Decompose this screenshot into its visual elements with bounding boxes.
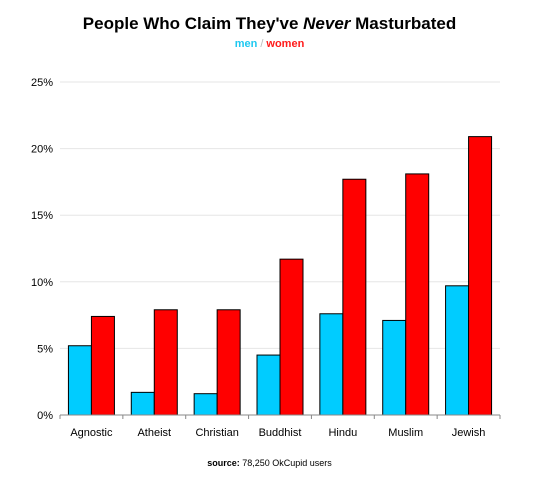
bar-women-agnostic bbox=[90, 315, 115, 416]
legend-women: women bbox=[266, 38, 305, 50]
source-note: source: 78,250 OkCupid users bbox=[0, 458, 539, 468]
x-tick-label: Christian bbox=[195, 427, 238, 439]
title-suffix: Masturbated bbox=[350, 14, 457, 33]
x-tick-label: Buddhist bbox=[259, 427, 302, 439]
bar-women-jewish bbox=[468, 136, 493, 416]
bar-men-hindu bbox=[319, 313, 344, 416]
bar-women-buddhist bbox=[279, 258, 304, 416]
y-tick-label: 25% bbox=[31, 77, 53, 89]
legend-men: men bbox=[234, 38, 258, 50]
bar-women-christian bbox=[216, 309, 241, 416]
title-emphasis: Never bbox=[303, 14, 351, 33]
bar-women-atheist bbox=[153, 309, 178, 416]
y-tick-label: 10% bbox=[31, 277, 53, 289]
source-label: source: bbox=[207, 458, 240, 468]
bar-men-jewish bbox=[445, 285, 470, 416]
bar-women-hindu bbox=[342, 178, 367, 416]
x-tick-label: Agnostic bbox=[70, 427, 113, 439]
source-text: 78,250 OkCupid users bbox=[239, 458, 332, 468]
y-tick-label: 20% bbox=[31, 144, 53, 156]
bar-men-christian bbox=[193, 393, 218, 416]
bar-men-muslim bbox=[382, 319, 407, 416]
bar-men-atheist bbox=[130, 391, 155, 416]
x-tick-label: Hindu bbox=[328, 427, 357, 439]
bar-men-buddhist bbox=[256, 354, 281, 416]
x-tick-label: Atheist bbox=[137, 427, 171, 439]
x-tick-label: Muslim bbox=[388, 427, 423, 439]
y-tick-label: 0% bbox=[37, 410, 53, 422]
legend-separator: / bbox=[260, 38, 264, 50]
chart-legend: men / women bbox=[0, 38, 539, 50]
chart-title: People Who Claim They've Never Masturbat… bbox=[0, 14, 539, 34]
bar-women-muslim bbox=[405, 173, 430, 416]
bar-men-agnostic bbox=[67, 345, 92, 416]
x-tick-label: Jewish bbox=[452, 427, 486, 439]
title-prefix: People Who Claim They've bbox=[82, 14, 304, 33]
y-tick-label: 15% bbox=[31, 210, 53, 222]
y-tick-label: 5% bbox=[37, 343, 53, 355]
